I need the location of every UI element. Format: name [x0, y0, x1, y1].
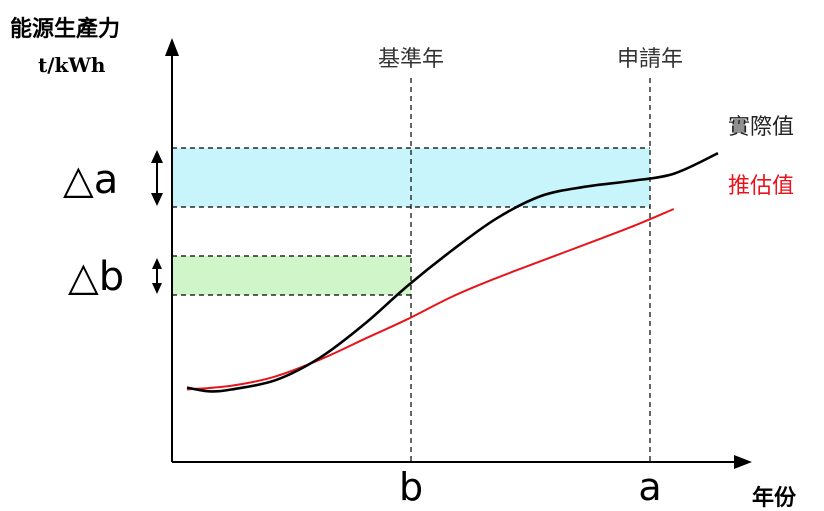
delta-b-band [172, 256, 411, 295]
delta-a-arrow [151, 150, 163, 206]
series-line-actual [186, 152, 719, 393]
x-axis-title: 年份 [752, 485, 797, 511]
apply-year-label: 申請年 [617, 47, 683, 72]
x-tick-a: a [638, 465, 661, 509]
delta-a-label: △a [63, 157, 118, 203]
delta-b-arrow [152, 258, 162, 294]
legend-actual: 實際值 [728, 115, 794, 140]
y-axis-arrow [165, 38, 179, 56]
legend-estimated: 推估值 [728, 174, 794, 199]
delta-b-label: △b [68, 254, 124, 300]
y-axis-title: 能源生產力 [10, 16, 120, 42]
series-line-estimated [186, 208, 675, 391]
x-axis-arrow [734, 455, 752, 469]
x-tick-b: b [399, 465, 423, 509]
base-year-label: 基準年 [378, 47, 444, 72]
y-axis-unit: t/kWh [38, 53, 106, 77]
